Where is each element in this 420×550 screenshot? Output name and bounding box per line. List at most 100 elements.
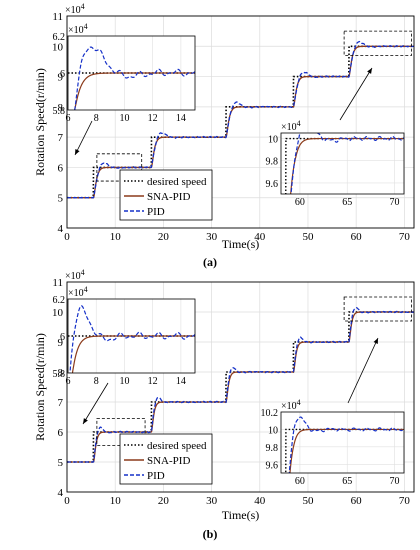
inset-y-tick-label: 9.8 xyxy=(266,443,279,454)
arrow-right-head xyxy=(373,338,378,344)
plot-frame xyxy=(66,15,415,229)
legend-entry: PID xyxy=(147,206,165,218)
x-tick-label: 40 xyxy=(254,231,266,243)
inset-exponent-label: ×104 xyxy=(68,22,88,36)
x-tick-label: 60 xyxy=(351,231,363,243)
y-exponent-label: ×104 xyxy=(65,268,85,282)
x-tick-label: 0 xyxy=(64,231,70,243)
y-tick-label: 7 xyxy=(58,397,64,409)
inset-x-tick-label: 6 xyxy=(66,113,71,124)
inset-y-tick-label: 6.2 xyxy=(53,32,66,43)
x-tick-label: 10 xyxy=(110,231,122,243)
x-tick-label: 30 xyxy=(206,495,218,507)
y-tick-label: 11 xyxy=(52,11,63,23)
legend-entry: PID xyxy=(147,470,165,482)
y-tick-label: 9 xyxy=(58,337,64,349)
inset-left: 6 8 10 12 145.866.2×104 xyxy=(53,22,196,124)
series-group xyxy=(67,40,414,199)
zoom-box-right xyxy=(343,296,412,322)
inset-x-tick-label: 65 xyxy=(342,197,352,208)
series-group xyxy=(67,307,414,463)
inset-right: 60 65 70 9.6 9.8 10×104 xyxy=(266,119,405,208)
inset-y-tick-label: 5.8 xyxy=(53,369,66,380)
legend-entry: desired speed xyxy=(147,176,207,188)
y-axis-label: Rotation Speed(r/min) xyxy=(33,68,47,176)
inset-y-tick-label: 6 xyxy=(60,69,65,80)
inset-background xyxy=(281,412,404,473)
x-tick-label: 60 xyxy=(351,495,363,507)
legend-entry: desired speed xyxy=(147,440,207,452)
inset-x-tick-label: 6 xyxy=(66,376,71,387)
inset-frame xyxy=(280,132,405,195)
inset-y-tick-label: 10 xyxy=(268,425,278,436)
inset-exponent-label: ×104 xyxy=(281,119,301,133)
y-tick-label: 5 xyxy=(58,457,64,469)
inset-exponent-label: ×104 xyxy=(68,285,88,299)
panel-label: (b) xyxy=(203,527,218,541)
plot-frame xyxy=(66,281,415,493)
x-tick-label: 50 xyxy=(302,495,314,507)
x-tick-label: 10 xyxy=(110,495,122,507)
x-tick-label: 50 xyxy=(302,231,314,243)
x-axis-label: Time(s) xyxy=(222,508,260,522)
x-tick-label: 70 xyxy=(399,231,411,243)
legend-box xyxy=(119,433,213,485)
y-tick-label: 4 xyxy=(58,223,64,235)
inset-y-tick-label: 10.2 xyxy=(261,408,279,419)
arrow-left-head xyxy=(83,418,88,424)
y-tick-label: 11 xyxy=(52,277,63,289)
inset-y-tick-label: 9.6 xyxy=(266,460,279,471)
legend-box xyxy=(119,169,213,221)
inset-series xyxy=(68,305,195,373)
y-tick-label: 5 xyxy=(58,193,64,205)
inset-series-pid xyxy=(290,133,404,194)
inset-series xyxy=(68,46,195,110)
inset-x-tick-label: 12 xyxy=(148,113,158,124)
arrow-right xyxy=(339,67,373,121)
x-axis-label: Time(s) xyxy=(222,237,260,251)
zoom-box-left xyxy=(96,153,143,182)
y-tick-label: 8 xyxy=(58,102,64,114)
y-tick-label: 10 xyxy=(52,41,64,53)
zoom-box-right xyxy=(343,30,412,56)
legend-entry: SNA-PID xyxy=(147,455,190,467)
inset-exponent-label: ×104 xyxy=(281,398,301,412)
chart-panel-0: 0 10 20 30 40 50 60 704567891011×104Time(s)Rota… xyxy=(33,2,415,269)
y-tick-label: 6 xyxy=(58,162,64,174)
x-tick-label: 20 xyxy=(158,495,170,507)
inset-x-tick-label: 12 xyxy=(148,376,158,387)
inset-series-pid xyxy=(288,416,404,473)
arrow-right-head xyxy=(367,68,372,74)
arrow-left xyxy=(74,120,93,156)
x-tick-label: 70 xyxy=(399,495,411,507)
y-tick-label: 6 xyxy=(58,427,64,439)
y-tick-label: 8 xyxy=(58,367,64,379)
inset-y-tick-label: 6 xyxy=(60,332,65,343)
inset-y-tick-label: 6.2 xyxy=(53,295,66,306)
inset-y-tick-label: 9.6 xyxy=(266,179,279,190)
series-pid xyxy=(67,307,414,463)
inset-frame xyxy=(67,35,196,111)
x-tick-label: 40 xyxy=(254,495,266,507)
legend: desired speed SNA-PID PID xyxy=(119,169,213,221)
inset-y-tick-label: 10 xyxy=(268,135,278,146)
inset-x-tick-label: 10 xyxy=(119,113,129,124)
inset-y-tick-label: 9.8 xyxy=(266,157,279,168)
inset-background xyxy=(281,133,404,194)
zoom-box-left xyxy=(96,418,146,446)
x-tick-label: 30 xyxy=(206,231,218,243)
inset-series xyxy=(285,133,404,194)
inset-x-tick-label: 65 xyxy=(342,476,352,487)
inset-x-tick-label: 8 xyxy=(94,113,99,124)
chart-panel-1: 0 10 20 30 40 50 60 704567891011×104Time(s)Rota… xyxy=(33,268,415,541)
inset-left: 6 8 10 12 145.866.2×104 xyxy=(53,285,196,387)
inset-series-pid xyxy=(69,305,195,373)
arrow-left xyxy=(82,382,109,425)
y-tick-label: 9 xyxy=(58,72,64,84)
inset-x-tick-label: 60 xyxy=(295,476,305,487)
inset-frame xyxy=(67,298,196,374)
inset-series xyxy=(285,416,404,473)
inset-x-tick-label: 8 xyxy=(94,376,99,387)
inset-x-tick-label: 14 xyxy=(176,113,186,124)
